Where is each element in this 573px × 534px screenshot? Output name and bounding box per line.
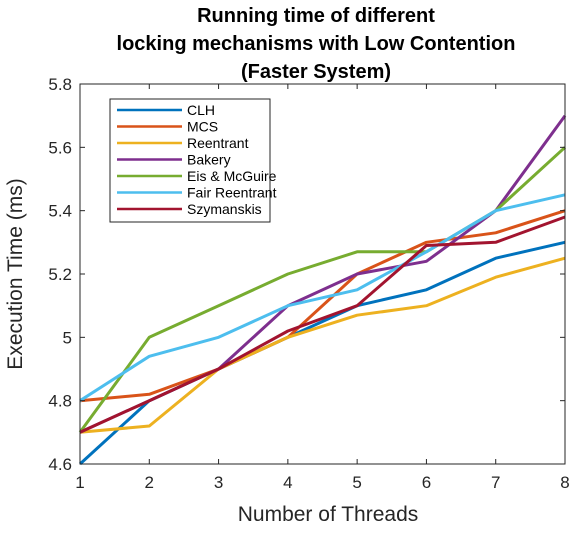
y-tick-label: 4.8 [48, 392, 72, 411]
series-line-1 [79, 209, 566, 403]
chart-title-line-1: Running time of different [197, 5, 435, 27]
y-tick-label: 5.2 [48, 265, 72, 284]
legend-entry-label: Reentrant [187, 135, 249, 151]
chart-title-line-2: locking mechanisms with Low Contention [117, 33, 516, 55]
x-tick-label: 6 [422, 473, 431, 492]
x-tick-label: 8 [560, 473, 569, 492]
y-tick-label: 4.6 [48, 455, 72, 474]
series-layer [78, 114, 567, 466]
series-line-5 [79, 193, 566, 402]
legend-entry-label: CLH [187, 102, 215, 118]
x-tick-label: 3 [214, 473, 223, 492]
y-tick-label: 5.8 [48, 75, 72, 94]
y-tick-label: 5.4 [48, 202, 72, 221]
x-tick-label: 7 [491, 473, 500, 492]
y-axis-label: Execution Time (ms) [4, 178, 27, 369]
x-tick-label: 5 [352, 473, 361, 492]
legend-entry-label: Fair Reentrant [187, 185, 277, 201]
chart-title-line-3: (Faster System) [241, 61, 391, 83]
x-tick-label: 2 [145, 473, 154, 492]
legend-entry-label: Eis & McGuire [187, 168, 277, 184]
y-tick-label: 5 [63, 328, 72, 347]
axis-ticks: 1 2 3 4 5 6 7 8 4.6 4.8 5 5.2 5.4 5.6 5.8 [48, 75, 569, 492]
series-line-6 [79, 215, 566, 434]
x-axis-label: Number of Threads [238, 503, 419, 526]
series-line-0 [78, 240, 566, 466]
legend-entry-label: MCS [187, 119, 218, 135]
chart-title: Running time of different locking mechan… [117, 5, 516, 83]
y-tick-label: 5.6 [48, 138, 72, 157]
legend-entry-label: Bakery [187, 152, 231, 168]
x-tick-label: 1 [75, 473, 84, 492]
series-line-2 [79, 256, 566, 434]
x-tick-label: 4 [283, 473, 292, 492]
legend-entry-label: Szymanskis [187, 201, 262, 217]
